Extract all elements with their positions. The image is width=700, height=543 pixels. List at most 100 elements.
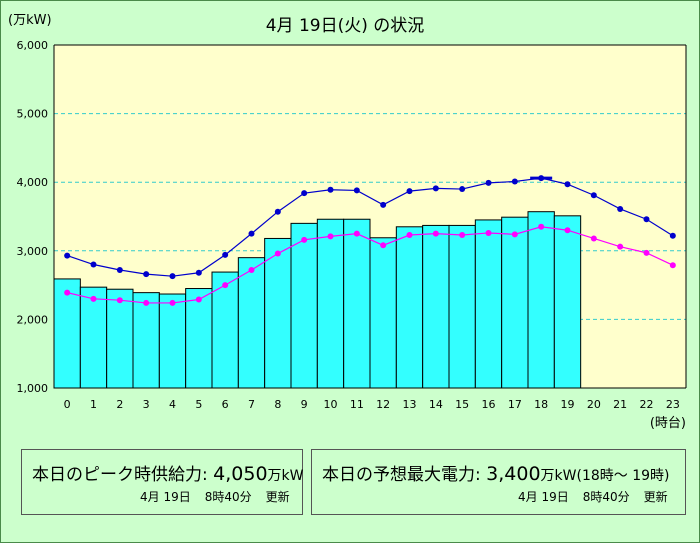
y-tick-label: 4,000	[17, 176, 49, 189]
peak-supply-label: 本日のピーク時供給力:	[32, 465, 208, 485]
bar	[527, 211, 555, 389]
y-tick-label: 2,000	[17, 313, 49, 326]
forecast-point	[538, 223, 545, 230]
peak-supply-value: 4,050	[213, 463, 268, 485]
forecast-point	[90, 295, 97, 302]
forecast-point	[195, 296, 202, 303]
y-tick-label: 6,000	[17, 39, 49, 52]
forecast-point	[64, 289, 71, 296]
supply-point	[617, 205, 624, 212]
supply-point	[459, 186, 466, 193]
x-tick-label: 2	[116, 398, 123, 411]
supply-point	[432, 185, 439, 192]
forecast-date: 4月 19日	[518, 490, 569, 504]
supply-point	[511, 178, 518, 185]
supply-point	[485, 179, 492, 186]
forecast-point	[353, 230, 360, 237]
x-axis-label: (時台)	[650, 416, 686, 431]
supply-point	[274, 208, 281, 215]
forecast-label: 本日の予想最大電力:	[322, 465, 481, 485]
chart-title: 4月 19日(火) の状況	[266, 16, 425, 36]
forecast-point	[406, 232, 413, 239]
forecast-point	[485, 229, 492, 236]
x-tick-label: 16	[482, 398, 496, 411]
forecast-value: 3,400	[486, 463, 541, 485]
bar	[369, 237, 397, 389]
series-lines	[64, 175, 676, 306]
y-axis-label: (万kW)	[8, 13, 52, 28]
bar	[237, 257, 266, 389]
forecast-point	[248, 267, 255, 274]
y-tick-label: 3,000	[17, 245, 49, 258]
forecast-line: 本日の予想最大電力: 3,400万kW(18時～ 19時)	[322, 460, 670, 485]
supply-point	[90, 261, 97, 268]
forecast-point	[564, 227, 571, 234]
forecast-panel: 本日の予想最大電力: 3,400万kW(18時～ 19時) 4月 19日 8時40…	[311, 449, 686, 515]
x-tick-label: 6	[222, 398, 229, 411]
supply-point	[301, 190, 308, 197]
x-tick-label: 5	[195, 398, 202, 411]
forecast-point	[432, 230, 439, 237]
forecast-point	[327, 233, 334, 240]
x-tick-label: 8	[274, 398, 281, 411]
peak-supply-line: 本日のピーク時供給力: 4,050万kW	[32, 460, 304, 485]
forecast-line	[67, 226, 674, 304]
forecast-point	[169, 299, 176, 306]
x-tick-label: 19	[561, 398, 575, 411]
peak-supply-unit: 万kW	[267, 468, 304, 484]
x-tick-label: 10	[324, 398, 338, 411]
bar	[395, 226, 424, 389]
peak-supply-status: 更新	[265, 490, 290, 504]
supply-point	[643, 216, 650, 223]
bar	[158, 293, 187, 389]
supply-point	[327, 186, 334, 193]
forecast-point	[143, 299, 150, 306]
supply-point	[590, 192, 597, 199]
supply-point	[169, 273, 176, 280]
peak-supply-time: 8時40分	[204, 490, 252, 504]
supply-point	[64, 252, 71, 259]
x-tick-label: 1	[90, 398, 97, 411]
x-tick-label: 21	[613, 398, 627, 411]
forecast-point	[459, 232, 466, 239]
bar	[316, 218, 345, 389]
x-tick-label: 20	[587, 398, 601, 411]
forecast-status: 更新	[643, 490, 668, 504]
bar	[448, 224, 476, 389]
bar	[343, 218, 371, 389]
y-tick-label: 1,000	[17, 382, 49, 395]
forecast-point	[643, 249, 650, 256]
bar	[132, 292, 160, 389]
forecast-point	[617, 243, 624, 250]
forecast-point	[669, 262, 676, 269]
supply-point	[353, 187, 360, 194]
bar	[106, 288, 134, 389]
forecast-range: (18時～ 19時)	[576, 468, 670, 484]
x-tick-label: 15	[455, 398, 469, 411]
forecast-point	[511, 231, 518, 238]
bar	[185, 288, 213, 389]
forecast-time: 8時40分	[582, 490, 630, 504]
x-tick-label: 0	[64, 398, 71, 411]
x-tick-label: 7	[248, 398, 255, 411]
x-tick-label: 14	[429, 398, 443, 411]
bar	[211, 271, 239, 389]
supply-point	[116, 267, 123, 274]
x-tick-label: 12	[376, 398, 390, 411]
supply-point	[380, 201, 387, 208]
supply-point	[564, 181, 571, 188]
forecast-unit: 万kW	[540, 468, 577, 484]
bar	[553, 215, 582, 389]
supply-point	[669, 232, 676, 239]
supply-point	[406, 188, 413, 195]
forecast-point	[116, 297, 123, 304]
supply-line	[66, 177, 674, 277]
bar	[474, 219, 503, 389]
x-tick-label: 22	[640, 398, 654, 411]
x-tick-label: 3	[143, 398, 150, 411]
supply-point	[143, 271, 150, 278]
forecast-point	[222, 282, 229, 289]
peak-supply-date: 4月 19日	[140, 490, 191, 504]
